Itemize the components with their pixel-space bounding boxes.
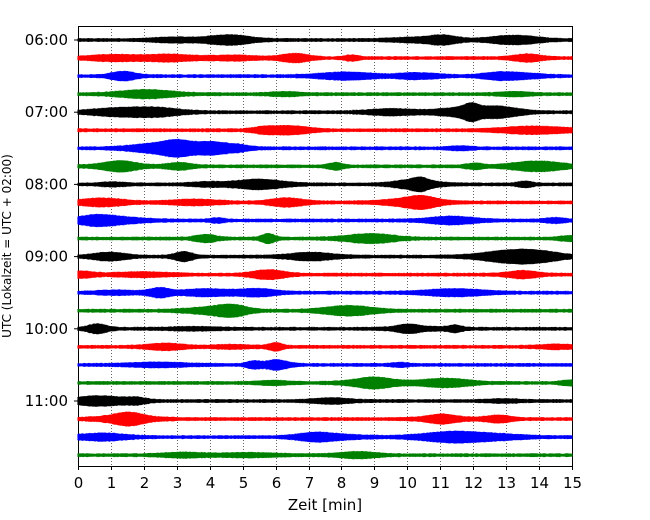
trace-line [77,269,573,281]
x-tick-label: 6 [272,474,282,492]
trace-line [77,430,573,444]
x-tick-label: 11 [431,474,450,492]
trace-line [77,323,573,335]
trace-line [77,450,573,460]
x-tick-label: 5 [239,474,249,492]
y-tick-label: 08:00 [25,175,68,193]
trace-line [77,194,573,210]
x-tick-label: 1 [107,474,117,492]
grid [111,26,540,466]
trace-line [77,34,573,46]
trace-line [77,341,573,352]
traces [77,34,573,460]
y-tick-label: 09:00 [25,248,68,266]
trace-line [77,286,573,299]
x-tick-label: 0 [74,474,84,492]
y-axis-label: UTC (Lokalzeit = UTC + 02:00) [0,154,14,338]
x-tick-label: 2 [140,474,150,492]
trace-line [77,395,573,407]
trace-line [77,248,573,265]
trace-line [77,213,573,228]
y-tick-label: 10:00 [25,320,68,338]
x-tick-label: 4 [206,474,216,492]
y-tick-label: 06:00 [25,31,68,49]
x-tick-label: 9 [370,474,380,492]
trace-line [77,102,573,123]
trace-line [77,359,573,371]
x-tick-label: 15 [563,474,582,492]
y-axis: 06:00 07:00 08:00 09:00 10:00 11:00 [25,31,78,410]
y-tick-label: 11:00 [25,392,68,410]
trace-line [77,138,573,158]
trace-line [77,303,573,318]
y-tick-label: 07:00 [25,103,68,121]
trace-line [77,376,573,390]
x-tick-label: 8 [337,474,347,492]
x-tick-label: 3 [173,474,183,492]
trace-line [77,233,573,245]
x-tick-label: 10 [398,474,417,492]
trace-line [77,176,573,193]
x-axis: 0 1 2 3 4 5 6 7 8 9 10 11 12 13 14 15 [74,466,582,492]
trace-line [77,160,573,173]
plot-frame [78,26,573,467]
trace-line [77,411,573,427]
x-tick-label: 12 [464,474,483,492]
trace-line [77,52,573,64]
trace-line [77,70,573,82]
trace-line [77,88,573,100]
x-axis-label: Zeit [min] [288,496,362,514]
x-tick-label: 7 [305,474,315,492]
trace-line [77,125,573,136]
x-tick-label: 13 [497,474,516,492]
x-tick-label: 14 [530,474,549,492]
